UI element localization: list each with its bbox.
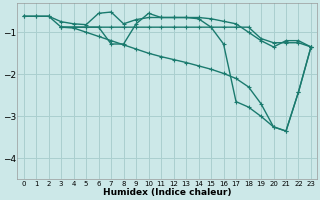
X-axis label: Humidex (Indice chaleur): Humidex (Indice chaleur) (103, 188, 232, 197)
